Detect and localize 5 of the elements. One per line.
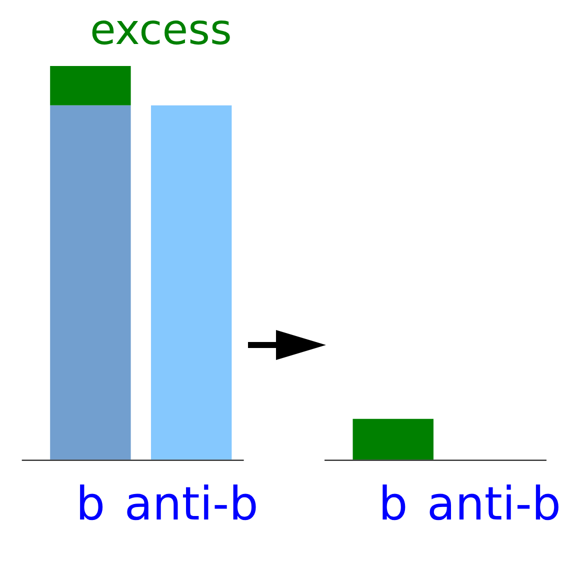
x-tick-label: anti-b bbox=[427, 476, 562, 530]
text: excess bbox=[90, 4, 232, 54]
x-tick-label: anti-b bbox=[124, 476, 258, 530]
x-tick-label: b bbox=[378, 476, 408, 530]
x-tick-label: b bbox=[76, 476, 106, 530]
